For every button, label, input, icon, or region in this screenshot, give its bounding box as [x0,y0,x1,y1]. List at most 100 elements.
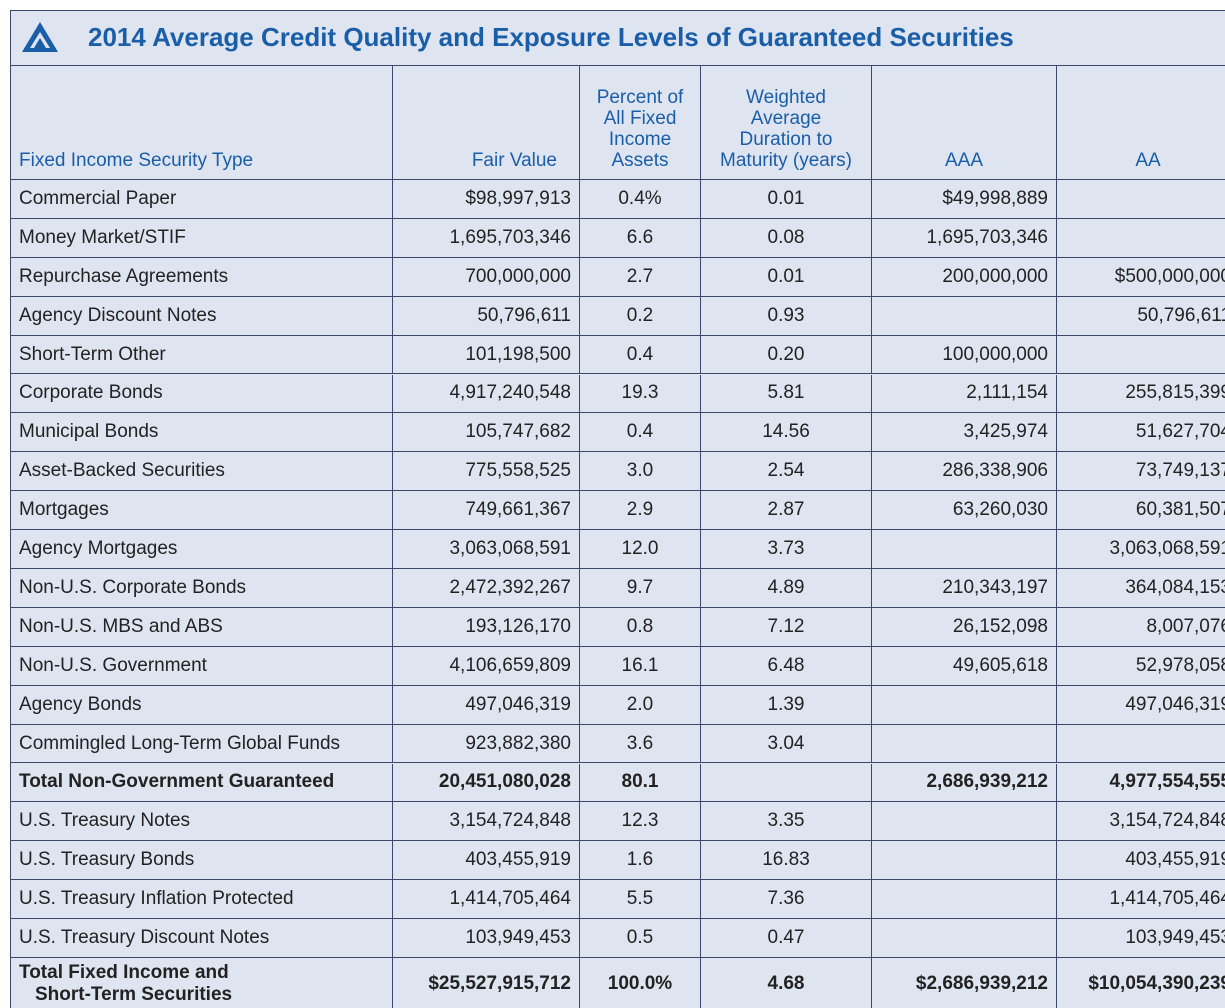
cell-text: 497,046,319 [465,693,571,715]
cell-text: 2.9 [626,499,654,521]
value-cell: 2.7 [580,257,701,297]
cell-text: 0.4 [626,343,654,365]
cell-text: 775,558,525 [465,460,571,482]
label-text: Commercial Paper [19,187,177,209]
value-cell: 9.7 [580,569,701,608]
cell-text: 26,152,098 [952,615,1048,637]
value-cell: 101,198,500 [393,335,580,375]
label-text: Commingled Long-Term Global Funds [19,732,341,754]
value-cell: 497,046,319 [393,685,580,725]
value-cell: 0.8 [580,607,701,647]
cell-text: 4.89 [767,576,805,598]
value-cell: 3,154,724,848 [393,802,580,842]
label-text: Non-U.S. MBS and ABS [19,615,223,637]
value-cell: 0.4% [580,180,701,219]
label-text: Total Fixed Income and [19,961,229,983]
row-label: Short-Term Other [11,335,393,375]
table-frame [10,10,1225,1008]
cell-text: 50,796,611 [1137,304,1225,326]
cell-text: 210,343,197 [942,576,1048,598]
cell-text: 0.4 [626,421,654,443]
cell-text: 0.4% [618,187,662,209]
cell-text: 0.01 [767,265,805,287]
value-cell: 700,000,000 [393,257,580,297]
cell-text: 1,414,705,464 [1109,888,1225,910]
header-cell: AAA [872,66,1057,180]
value-cell: $98,997,913 [393,180,580,219]
value-cell: 0.5 [580,919,701,958]
value-cell [872,530,1057,569]
value-cell: 1,695,703,346 [872,218,1057,258]
value-cell: 52,978,058 [1057,647,1225,686]
cell-text: $10,054,390,239 [1088,972,1225,994]
value-cell: 1.6 [580,841,701,881]
value-cell: 16.83 [701,841,872,881]
cell-text: 100.0% [607,972,673,994]
value-cell: 103,949,453 [1057,919,1225,958]
cell-text: 3.73 [767,538,805,560]
cell-text: $2,686,939,212 [915,972,1048,994]
value-cell: 16.1 [580,646,701,686]
value-cell: 4.89 [701,569,872,608]
row-label: Agency Bonds [11,685,393,725]
value-cell [1057,219,1225,258]
value-cell [872,296,1057,336]
value-cell: 100,000,000 [872,335,1057,375]
header-text: Fixed Income Security Type [19,150,254,171]
value-cell [701,763,872,803]
label-text: Corporate Bonds [19,382,163,404]
cell-text: 73,749,137 [1135,460,1225,482]
header-text: Maturity (years) [720,150,852,171]
cell-text: 3,425,974 [963,421,1048,443]
value-cell: 14.56 [701,413,872,453]
value-cell: 200,000,000 [872,257,1057,297]
value-cell: 2,111,154 [872,374,1057,414]
value-cell: 4.68 [701,958,872,1008]
title: 2014 Average Credit Quality and Exposure… [88,22,1014,52]
value-cell: 49,605,618 [872,646,1057,686]
label-text: U.S. Treasury Notes [19,810,191,832]
cell-text: $500,000,000 [1114,265,1225,287]
cell-text: 3,063,068,591 [1109,538,1225,560]
label-text: U.S. Treasury Bonds [19,849,195,871]
value-cell: 4,917,240,548 [393,374,580,414]
cell-text: 9.7 [626,576,654,598]
label-text: Non-U.S. Corporate Bonds [19,576,247,598]
cell-text: 0.93 [767,304,805,326]
cell-text: 403,455,919 [465,849,571,871]
cell-text: 49,605,618 [952,654,1048,676]
cell-text: 3.0 [626,460,654,482]
label-text: Agency Discount Notes [19,304,217,326]
cell-text: 1.6 [626,849,654,871]
value-cell: 12.3 [580,802,701,842]
value-cell: 73,749,137 [1057,452,1225,492]
value-cell: 3,425,974 [872,413,1057,453]
row-label: Commingled Long-Term Global Funds [11,724,393,764]
cell-text: 3,154,724,848 [449,810,571,832]
value-cell: 749,661,367 [393,491,580,531]
header-text: Weighted [746,87,826,108]
cell-text: 20,451,080,028 [438,771,571,793]
label-text: Money Market/STIF [19,226,186,248]
value-cell: 0.47 [701,919,872,958]
cell-text: 0.08 [767,226,805,248]
value-cell: 2,472,392,267 [393,569,580,608]
row-label: Agency Mortgages [11,530,393,569]
label-text: Municipal Bonds [19,421,159,443]
cell-text: 0.47 [767,927,805,949]
cell-text: 255,815,399 [1125,382,1225,404]
label-text: Mortgages [19,499,109,521]
cell-text: 1,695,703,346 [449,226,571,248]
cell-text: 4.68 [767,972,805,994]
value-cell: 80.1 [580,763,701,803]
row-label: Commercial Paper [11,180,393,219]
value-cell: 63,260,030 [872,491,1057,531]
value-cell: 3.73 [701,530,872,569]
cell-text: 403,455,919 [1125,849,1225,871]
cell-text: 4,917,240,548 [449,382,571,404]
value-cell: 0.01 [701,257,872,297]
cell-text: 16.83 [762,849,810,871]
cell-text: 286,338,906 [942,460,1048,482]
value-cell [872,841,1057,881]
